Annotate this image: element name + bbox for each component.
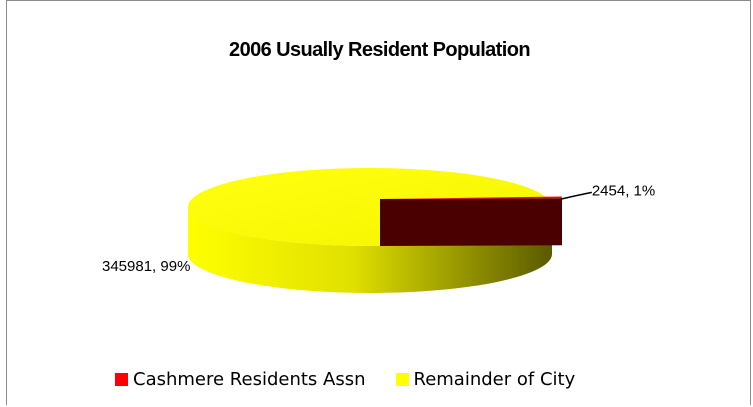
pie-slice-remainder-side bbox=[188, 207, 552, 293]
chart-area: 2006 Usually Resident Population 2454, 1… bbox=[6, 0, 751, 405]
legend-swatch-remainder bbox=[395, 372, 409, 386]
leader-line-cashmere bbox=[559, 191, 592, 201]
data-label-remainder: 345981, 99% bbox=[102, 258, 190, 275]
legend-item-cashmere: Cashmere Residents Assn bbox=[115, 369, 366, 390]
legend: Cashmere Residents Assn Remainder of Cit… bbox=[115, 365, 605, 393]
legend-item-remainder: Remainder of City bbox=[395, 368, 576, 390]
pie-slice-cashmere bbox=[380, 196, 562, 199]
pie-slice-cashmere-cut bbox=[380, 198, 562, 246]
data-label-cashmere: 2454, 1% bbox=[592, 182, 655, 199]
legend-swatch-cashmere bbox=[115, 372, 128, 386]
legend-label-remainder: Remainder of City bbox=[413, 368, 576, 390]
legend-label-cashmere: Cashmere Residents Assn bbox=[133, 368, 366, 390]
chart-title: 2006 Usually Resident Population bbox=[229, 39, 530, 61]
pie-plot: 2454, 1% 345981, 99% bbox=[102, 168, 655, 293]
